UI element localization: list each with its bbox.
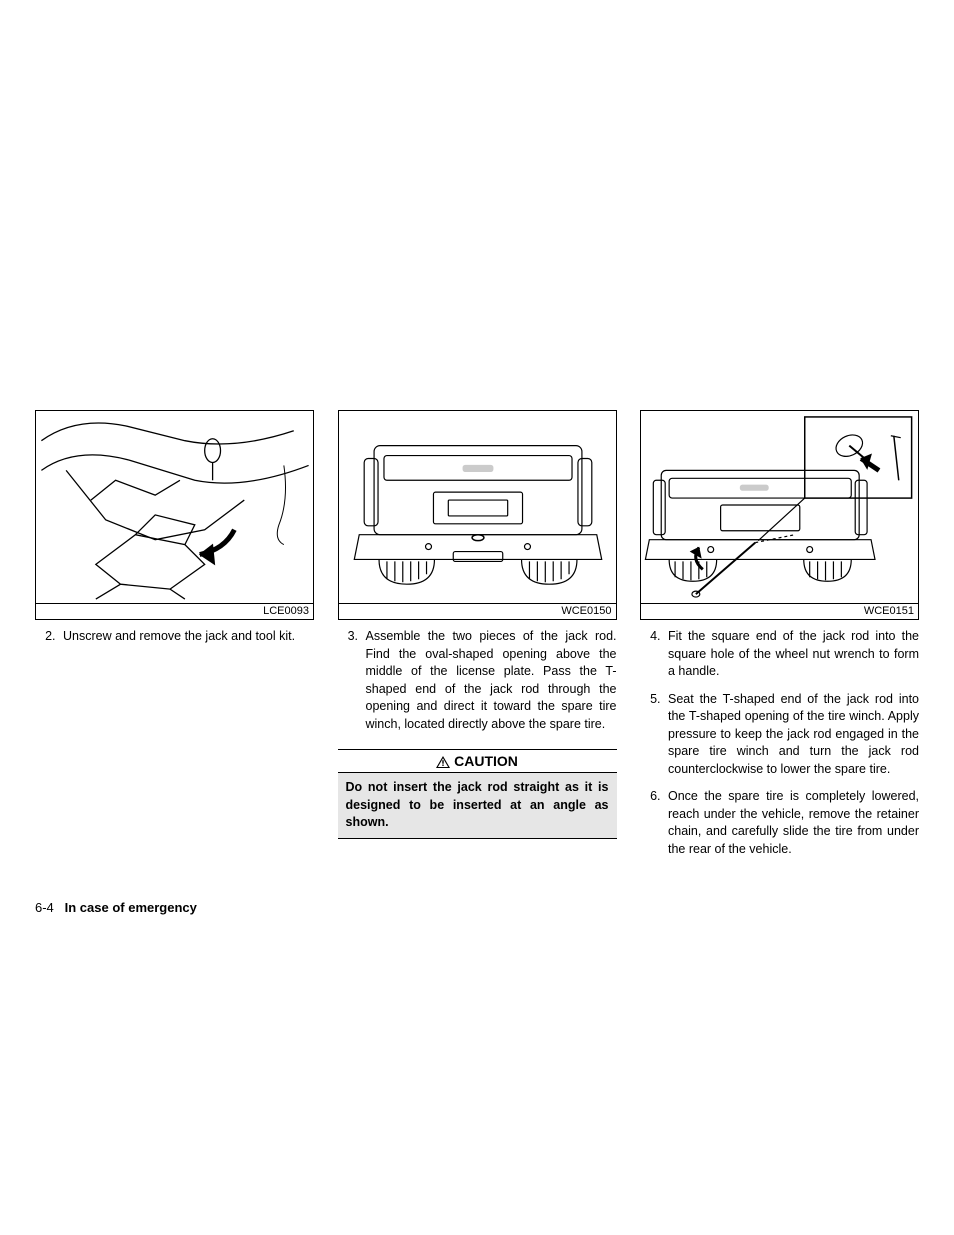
caution-title: CAUTION [454,753,518,769]
figure-1-label: LCE0093 [263,605,309,617]
step-3: Assemble the two pieces of the jack rod.… [362,628,617,733]
figure-2-box: WCE0150 [338,410,617,620]
column-3-steps: Fit the square end of the jack rod into … [640,628,919,858]
column-2: WCE0150 Assemble the two pieces of the j… [338,410,617,868]
figure-1-box: LCE0093 [35,410,314,620]
caution-body: Do not insert the jack rod straight as i… [338,773,617,839]
section-title: In case of emergency [65,900,197,915]
figure-3-box: WCE0151 [640,410,919,620]
column-3: WCE0151 Fit the square end of the jack r… [640,410,919,868]
column-1: LCE0093 Unscrew and remove the jack and … [35,410,314,868]
figure-1-illustration [36,411,313,603]
column-2-steps: Assemble the two pieces of the jack rod.… [338,628,617,733]
warning-icon [436,755,450,767]
column-1-steps: Unscrew and remove the jack and tool kit… [35,628,314,646]
step-2: Unscrew and remove the jack and tool kit… [59,628,314,646]
figure-2-label: WCE0150 [561,605,611,617]
figure-3-illustration [641,411,918,603]
page-number: 6-4 [35,900,54,915]
manual-page: LCE0093 Unscrew and remove the jack and … [0,0,954,1235]
step-6: Once the spare tire is completely lowere… [664,788,919,858]
step-5: Seat the T-shaped end of the jack rod in… [664,691,919,779]
figure-2-illustration [339,411,616,603]
figure-3-label: WCE0151 [864,605,914,617]
three-column-layout: LCE0093 Unscrew and remove the jack and … [35,410,919,868]
step-4: Fit the square end of the jack rod into … [664,628,919,681]
caution-header: CAUTION [338,749,617,773]
page-footer: 6-4 In case of emergency [35,900,197,915]
